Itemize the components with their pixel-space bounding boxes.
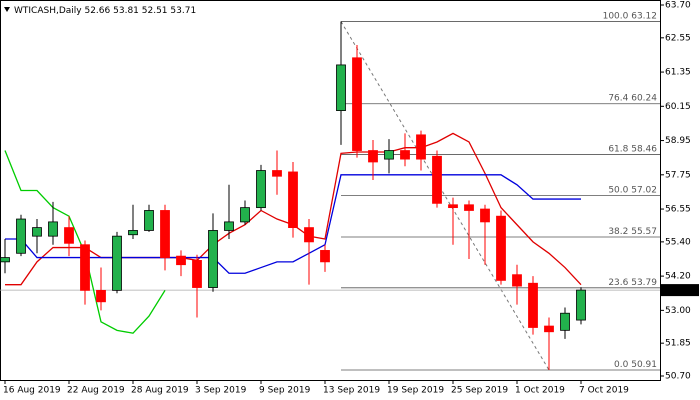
candle-body	[352, 57, 362, 151]
fib-value: 63.12	[631, 11, 657, 21]
fib-ratio: 0.0	[614, 360, 629, 370]
fib-ratio: 100.0	[603, 11, 629, 21]
price-label: 53.71	[665, 286, 691, 296]
candle-body	[16, 218, 26, 254]
candle-body	[416, 134, 426, 160]
candle-body	[304, 227, 314, 243]
fib-label: 76.4 60.24	[608, 93, 657, 103]
candle-body	[32, 227, 42, 237]
fib-label: 23.6 53.79	[608, 277, 657, 287]
header-icon	[4, 7, 10, 12]
candle-body	[160, 210, 170, 258]
candle-body	[512, 274, 522, 287]
fib-label: 100.0 63.12	[603, 11, 657, 21]
y-tick-label: 53.00	[665, 306, 691, 316]
fib-value: 60.24	[631, 93, 657, 103]
candle-body	[480, 208, 490, 223]
y-tick-label: 57.75	[665, 170, 691, 180]
fib-label: 0.0 50.91	[614, 360, 657, 370]
candle-body	[560, 312, 570, 331]
fib-value: 55.57	[631, 227, 657, 237]
candle-body	[368, 150, 378, 163]
chart-header: WTICASH,Daily 52.66 53.81 52.51 53.71	[14, 6, 196, 16]
candle-body	[448, 204, 458, 209]
fib-ratio: 76.4	[608, 93, 628, 103]
candle-body	[96, 289, 106, 303]
candle-body	[576, 289, 586, 321]
candle-body	[208, 230, 218, 288]
x-tick-label: 19 Sep 2019	[387, 386, 444, 396]
indicator-line	[5, 174, 581, 274]
x-tick-label: 9 Sep 2019	[259, 386, 311, 396]
candle-body	[80, 244, 90, 291]
fib-ratio: 61.8	[608, 144, 628, 154]
y-tick-label: 51.85	[665, 339, 691, 349]
candle-body	[176, 255, 186, 266]
plot-frame	[0, 0, 661, 381]
candle-body	[464, 204, 474, 211]
header-close: 53.71	[170, 6, 196, 16]
x-tick-label: 1 Oct 2019	[515, 386, 565, 396]
x-tick-label: 22 Aug 2019	[67, 386, 125, 396]
y-tick-label: 56.55	[665, 205, 691, 215]
header-high: 53.81	[113, 6, 139, 16]
candle-body	[320, 250, 330, 263]
header-low: 52.51	[142, 6, 168, 16]
x-tick-label: 13 Sep 2019	[323, 386, 380, 396]
y-tick-label: 50.70	[665, 372, 691, 382]
candle-body	[64, 227, 74, 244]
candle-body	[144, 210, 154, 231]
x-tick-label: 16 Aug 2019	[3, 386, 61, 396]
x-tick-label: 3 Sep 2019	[195, 386, 247, 396]
y-tick-label: 63.70	[665, 1, 691, 11]
price-box	[661, 284, 699, 297]
candle-body	[272, 170, 282, 177]
x-tick-label: 7 Oct 2019	[579, 386, 629, 396]
fib-label: 61.8 58.46	[608, 144, 657, 154]
candle-body	[496, 215, 506, 281]
y-tick-label: 60.15	[665, 102, 691, 112]
candle-body	[240, 207, 250, 223]
candle-body	[256, 170, 266, 209]
candle-body	[224, 221, 234, 231]
candle-body	[128, 230, 138, 236]
fib-value: 50.91	[631, 360, 657, 370]
candle-body	[0, 257, 10, 263]
y-tick-label: 55.40	[665, 237, 691, 247]
y-tick-label: 62.55	[665, 33, 691, 43]
candle-body	[288, 171, 298, 228]
fib-value: 58.46	[631, 144, 657, 154]
y-tick-label: 54.20	[665, 272, 691, 282]
candle-body	[48, 221, 58, 237]
candle-body	[112, 235, 122, 291]
candle-body	[192, 260, 202, 288]
candle-body	[400, 150, 410, 160]
fib-trend	[340, 21, 550, 371]
fib-ratio: 23.6	[608, 277, 628, 287]
candle-body	[544, 325, 554, 333]
candle-body	[528, 282, 538, 328]
symbol: WTICASH,Daily	[14, 6, 82, 16]
header-open: 52.66	[84, 6, 110, 16]
fib-ratio: 38.2	[608, 227, 628, 237]
fib-label: 38.2 55.57	[608, 227, 657, 237]
fib-value: 53.79	[631, 277, 657, 287]
y-tick-label: 61.35	[665, 68, 691, 78]
fib-value: 57.02	[631, 185, 657, 195]
x-tick-label: 25 Sep 2019	[451, 386, 508, 396]
fib-label: 50.0 57.02	[608, 185, 657, 195]
candle-body	[336, 64, 346, 111]
fib-ratio: 50.0	[608, 185, 628, 195]
y-tick-label: 58.95	[665, 136, 691, 146]
candle-body	[432, 155, 442, 204]
x-tick-label: 28 Aug 2019	[131, 386, 189, 396]
candle-body	[384, 150, 394, 160]
